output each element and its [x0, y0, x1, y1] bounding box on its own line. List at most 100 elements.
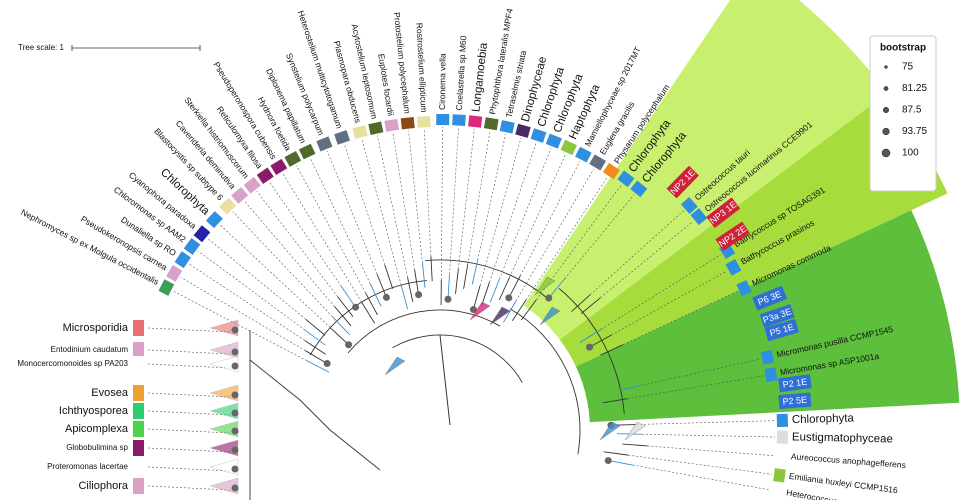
- bootstrap-dot: [469, 306, 477, 314]
- color-strip: [690, 208, 708, 226]
- branch: [472, 285, 481, 310]
- leaf-guide: [423, 129, 432, 257]
- leaf-guide: [377, 135, 408, 278]
- branch: [548, 278, 566, 299]
- clade-label: Monocercomonoides sp PA203: [17, 359, 128, 368]
- color-strip: [334, 130, 351, 145]
- color-strip: [483, 117, 499, 131]
- leaf-guide: [628, 454, 773, 475]
- color-strip: [133, 385, 144, 401]
- color-strip: [284, 150, 302, 167]
- collapsed-clade: [209, 458, 239, 476]
- leaf-guide: [600, 254, 721, 330]
- bootstrap-dot: [345, 341, 353, 349]
- color-strip: [174, 251, 191, 269]
- leaf-guide: [282, 173, 362, 303]
- bootstrap-dot: [231, 391, 239, 399]
- clade-tag: P2 1E: [778, 374, 812, 393]
- leaf-guide: [326, 150, 378, 275]
- leaf-guide: [520, 161, 581, 276]
- leaf-guide: [219, 224, 331, 328]
- color-strip: [270, 158, 288, 176]
- branch: [332, 316, 351, 336]
- leaf-guide: [147, 428, 231, 434]
- leaf-guide: [611, 270, 728, 336]
- leaf-guide: [441, 127, 443, 281]
- branch: [309, 280, 427, 356]
- color-strip: [133, 421, 144, 437]
- legend-marker: [884, 65, 888, 69]
- leaf-guide: [525, 177, 608, 301]
- color-strip: [680, 196, 698, 215]
- clade-tag: P5 1E: [764, 318, 800, 342]
- bootstrap-dot: [231, 446, 239, 454]
- branch: [249, 330, 381, 500]
- leaf-guide: [180, 276, 306, 352]
- clade-label: Microsporidia: [63, 322, 129, 334]
- clade-label: Globobulimina sp: [66, 443, 128, 452]
- leaf-guide: [467, 131, 491, 265]
- leaf-guide: [172, 290, 308, 362]
- leaf-label: Heterostelium multicytotogamum: [296, 9, 345, 130]
- collapsed-clade: [489, 306, 511, 326]
- leaf-guide: [641, 433, 775, 438]
- legend-marker: [883, 86, 889, 91]
- color-strip: [515, 123, 531, 138]
- leaf-guide: [515, 168, 595, 301]
- color-strip: [530, 128, 547, 143]
- leaf-guide: [269, 181, 342, 287]
- color-strip: [316, 136, 333, 152]
- clade-label: Apicomplexa: [65, 423, 129, 435]
- clade-label: Ichthyosporea: [59, 405, 129, 417]
- branch: [589, 334, 612, 348]
- color-strip: [417, 116, 431, 128]
- branch: [498, 276, 511, 301]
- branch: [400, 284, 409, 310]
- color-strip: [400, 117, 415, 130]
- bootstrap-dot: [415, 291, 423, 299]
- branch: [622, 443, 648, 447]
- leaf-guide: [449, 127, 459, 275]
- leaf-label: Coelastrella sp M60: [454, 35, 469, 111]
- leaf-guide: [147, 392, 231, 398]
- bootstrap-dot: [505, 294, 513, 302]
- leaf-label: Cironema vella: [437, 53, 447, 110]
- color-strip: [183, 238, 201, 255]
- clade-tag: P6 3E: [752, 285, 788, 311]
- leaf-guide: [589, 210, 684, 296]
- branch: [430, 256, 433, 282]
- color-strip: [560, 139, 577, 156]
- collapsed-clade: [209, 402, 239, 420]
- branch: [329, 327, 349, 346]
- clade-tag-label: P2 1E: [782, 377, 808, 390]
- bootstrap-dot: [231, 326, 239, 334]
- branch: [603, 451, 629, 456]
- color-strip: [133, 342, 144, 358]
- collapsed-clade: [209, 355, 239, 373]
- clade-tag-box: [715, 221, 750, 251]
- color-strip: [133, 356, 144, 372]
- collapsed-clade: [209, 341, 239, 359]
- leaf-guide: [361, 139, 402, 286]
- legend-label: 87.5: [902, 105, 922, 116]
- leaf-guide: [489, 142, 537, 283]
- collapsed-clade: [599, 421, 621, 441]
- branch: [447, 274, 450, 300]
- branch: [361, 301, 376, 324]
- branch: [305, 350, 328, 364]
- branch: [471, 260, 479, 285]
- branch: [347, 309, 501, 354]
- color-strip: [736, 279, 752, 297]
- color-strip: [243, 176, 261, 194]
- bootstrap-dot: [604, 457, 612, 465]
- clade-tag-box: [706, 197, 741, 228]
- leaf-guide: [147, 466, 231, 472]
- color-strip: [352, 125, 368, 140]
- collapsed-clade: [534, 276, 556, 296]
- color-strip: [133, 459, 144, 475]
- branch: [337, 296, 354, 317]
- leaf-label: Aureococcus anophagefferens: [791, 451, 907, 470]
- color-strip: [718, 242, 736, 260]
- bootstrap-dot: [545, 294, 553, 302]
